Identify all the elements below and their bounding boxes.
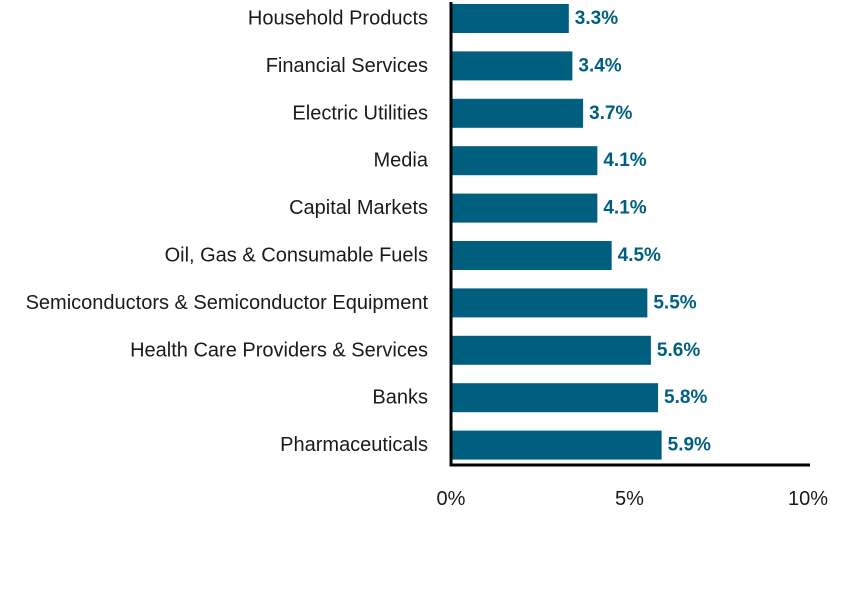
x-tick-label: 10%: [788, 488, 828, 510]
bar-financial-services: [451, 51, 573, 81]
category-label-capital-markets: Capital Markets: [289, 197, 428, 219]
category-label-semiconductors-and-semiconductor-equipment: Semiconductors & Semiconductor Equipment: [26, 292, 429, 314]
category-label-electric-utilities: Electric Utilities: [292, 102, 428, 124]
x-tick-label: 5%: [615, 488, 644, 510]
value-labels-group: 3.3% 3.4% 3.7% 4.1% 4.1% 4.5% 5.5% 5.6% 5.8% 5.9%: [575, 8, 711, 456]
bar-household-products: [451, 4, 569, 33]
category-label-oil-gas-and-consumable-fuels: Oil, Gas & Consumable Fuels: [165, 245, 428, 267]
bar-media: [451, 146, 598, 176]
bar-capital-markets: [451, 193, 598, 223]
value-label-pharmaceuticals: 5.9%: [668, 435, 711, 456]
category-label-banks: Banks: [372, 387, 428, 409]
category-labels-group: Household Products Financial Services Elec…: [26, 8, 429, 457]
category-label-pharmaceuticals: Pharmaceuticals: [280, 434, 428, 456]
category-label-financial-services: Financial Services: [266, 55, 428, 77]
category-label-health-care-providers-and-services: Health Care Providers & Services: [130, 339, 428, 361]
value-label-media: 4.1%: [603, 150, 646, 171]
x-tick-label: 0%: [437, 488, 466, 510]
bar-semiconductors-and-semiconductor-equipment: [451, 288, 648, 318]
category-label-media: Media: [374, 150, 429, 172]
value-label-semiconductors-and-semiconductor-equipment: 5.5%: [653, 292, 696, 313]
x-tick-labels-group: 0% 5% 10%: [437, 488, 829, 510]
value-label-financial-services: 3.4%: [578, 55, 621, 76]
value-label-oil-gas-and-consumable-fuels: 4.5%: [618, 245, 661, 266]
bar-electric-utilities: [451, 98, 584, 128]
bar-oil-gas-and-consumable-fuels: [451, 241, 612, 270]
value-label-health-care-providers-and-services: 5.6%: [657, 340, 700, 361]
value-label-household-products: 3.3%: [575, 8, 618, 29]
value-label-capital-markets: 4.1%: [603, 198, 646, 219]
bar-banks: [451, 383, 659, 413]
value-label-banks: 5.8%: [664, 387, 707, 408]
value-label-electric-utilities: 3.7%: [589, 103, 632, 124]
category-label-household-products: Household Products: [248, 8, 428, 30]
bars-group: [451, 4, 662, 460]
bar-health-care-providers-and-services: [451, 335, 651, 365]
bar-pharmaceuticals: [451, 430, 662, 460]
